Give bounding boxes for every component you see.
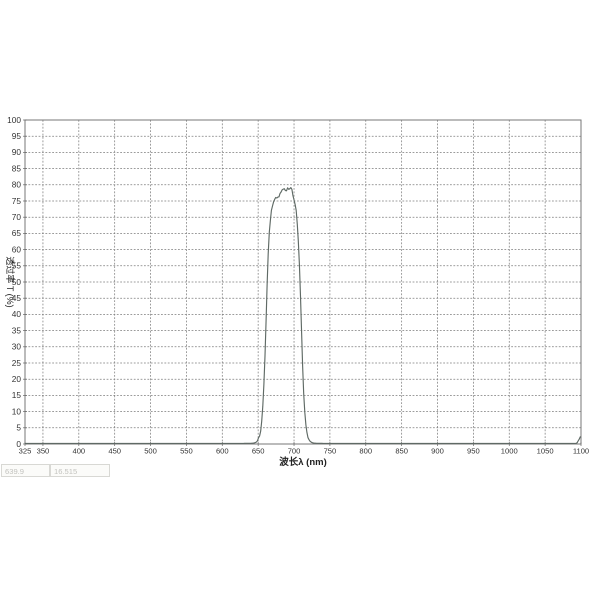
svg-text:450: 450 bbox=[108, 447, 121, 456]
svg-text:25: 25 bbox=[12, 358, 22, 368]
svg-text:35: 35 bbox=[12, 325, 22, 335]
svg-text:650: 650 bbox=[252, 447, 265, 456]
svg-text:350: 350 bbox=[37, 447, 50, 456]
svg-text:30: 30 bbox=[12, 342, 22, 352]
svg-text:325: 325 bbox=[19, 447, 32, 456]
svg-text:70: 70 bbox=[12, 212, 22, 222]
svg-text:400: 400 bbox=[72, 447, 85, 456]
svg-text:75: 75 bbox=[12, 196, 22, 206]
svg-text:40: 40 bbox=[12, 309, 22, 319]
svg-text:85: 85 bbox=[12, 163, 22, 173]
svg-text:15: 15 bbox=[12, 390, 22, 400]
svg-text:900: 900 bbox=[431, 447, 444, 456]
svg-text:950: 950 bbox=[467, 447, 480, 456]
svg-text:750: 750 bbox=[324, 447, 337, 456]
svg-text:1050: 1050 bbox=[537, 447, 554, 456]
svg-text:850: 850 bbox=[395, 447, 408, 456]
svg-text:500: 500 bbox=[144, 447, 157, 456]
svg-text:550: 550 bbox=[180, 447, 193, 456]
svg-text:700: 700 bbox=[288, 447, 301, 456]
svg-text:1000: 1000 bbox=[501, 447, 518, 456]
svg-text:透过率 T (%): 透过率 T (%) bbox=[5, 256, 16, 307]
svg-text:20: 20 bbox=[12, 374, 22, 384]
svg-text:90: 90 bbox=[12, 147, 22, 157]
svg-text:80: 80 bbox=[12, 180, 22, 190]
svg-text:65: 65 bbox=[12, 228, 22, 238]
svg-text:800: 800 bbox=[359, 447, 372, 456]
svg-text:100: 100 bbox=[7, 115, 21, 125]
svg-text:95: 95 bbox=[12, 131, 22, 141]
svg-text:5: 5 bbox=[16, 423, 21, 433]
svg-text:10: 10 bbox=[12, 406, 22, 416]
svg-text:600: 600 bbox=[216, 447, 229, 456]
svg-text:波长λ (nm): 波长λ (nm) bbox=[279, 456, 327, 468]
svg-text:1100: 1100 bbox=[573, 447, 589, 456]
svg-text:60: 60 bbox=[12, 244, 22, 254]
